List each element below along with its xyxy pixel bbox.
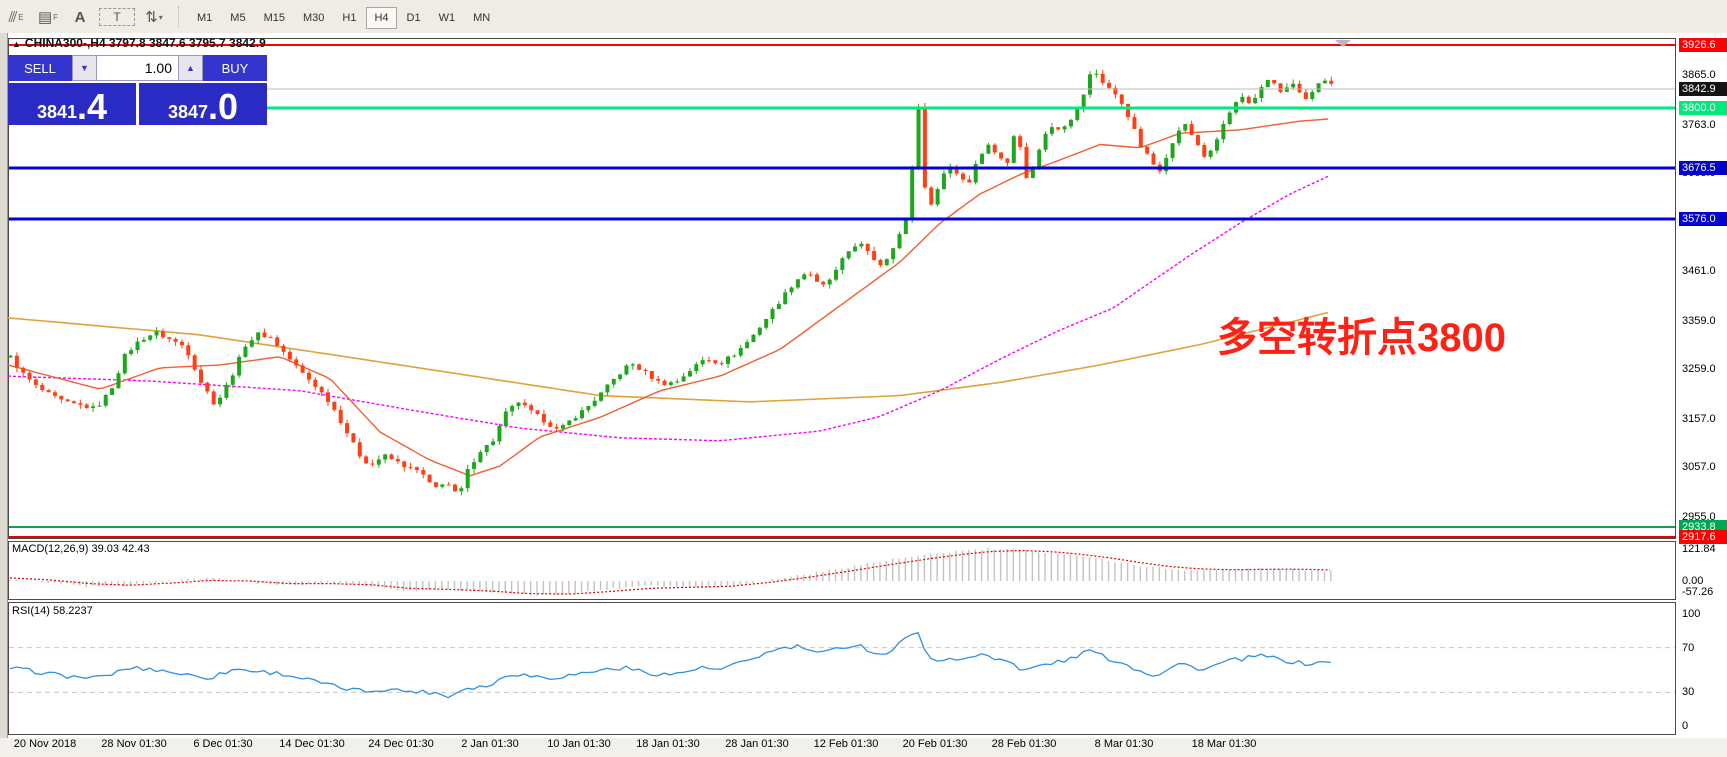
sell-button[interactable]: SELL — [8, 55, 72, 81]
window-left-border — [0, 33, 8, 757]
rsi-canvas — [9, 631, 1675, 699]
price-tick: 3157.0 — [1682, 412, 1716, 425]
date-tick-label: 24 Dec 01:30 — [368, 738, 434, 750]
price-badge: 3926.6 — [1679, 38, 1727, 52]
macd-histogram — [9, 548, 1332, 596]
one-click-trade-panel: SELL ▼ 1.00 ▲ BUY 3841. 4 3847. 0 — [8, 55, 267, 125]
price-tick: 3865.0 — [1682, 69, 1716, 81]
rsi-line — [9, 631, 1331, 699]
grid-icon[interactable]: ▤ F — [37, 8, 59, 26]
date-tick-label: 28 Jan 01:30 — [725, 738, 789, 750]
rsi-axis-label: 100 — [1682, 608, 1701, 620]
price-level-lines — [9, 44, 1675, 538]
timeframe-button-w1[interactable]: W1 — [438, 11, 456, 24]
price-badge: 3576.0 — [1679, 212, 1727, 226]
price-badge: 2917.6 — [1679, 530, 1727, 544]
rsi-axis-label: 0 — [1682, 720, 1689, 732]
macd-axis-label: 121.84 — [1682, 543, 1716, 555]
date-tick-label: 20 Nov 2018 — [13, 738, 77, 750]
date-tick-label: 18 Jan 01:30 — [636, 738, 700, 750]
price-tick: 3763.0 — [1682, 118, 1716, 131]
toolbar-separator — [178, 5, 180, 28]
rsi-label: RSI(14) 58.2237 — [12, 605, 93, 617]
price-badge: 3676.5 — [1679, 161, 1727, 175]
timeframe-button-m5[interactable]: M5 — [230, 11, 246, 24]
timeframe-button-h1[interactable]: H1 — [342, 11, 357, 24]
volume-decrease-button[interactable]: ▼ — [72, 55, 97, 81]
price-tick: 3461.0 — [1682, 265, 1716, 278]
date-tick-label: 18 Mar 01:30 — [1191, 738, 1257, 750]
price-tick: 3359.0 — [1682, 314, 1716, 327]
rsi-panel — [8, 602, 1676, 735]
date-tick-label: 6 Dec 01:30 — [193, 738, 253, 750]
rsi-axis-label: 30 — [1682, 686, 1695, 699]
date-tick-label: 28 Nov 01:30 — [101, 738, 167, 750]
volume-input[interactable]: 1.00 — [97, 55, 178, 81]
sell-price-display[interactable]: 3841. 4 — [8, 83, 136, 125]
cursor-mode-icon[interactable]: ⇅ ▾ — [145, 8, 163, 26]
timeframe-button-m30[interactable]: M30 — [302, 11, 325, 24]
date-tick-label: 10 Jan 01:30 — [547, 738, 611, 750]
timeframe-group: M1 M5 M15 M30 H1 H4 D1 W1 MN — [188, 6, 499, 29]
macd-label: MACD(12,26,9) 39.03 42.43 — [12, 543, 150, 555]
chart-shift-marker-icon — [1335, 40, 1351, 47]
date-tick-label: 20 Feb 01:30 — [902, 738, 968, 750]
timeframe-button-mn[interactable]: MN — [473, 11, 491, 24]
buy-price-display[interactable]: 3847. 0 — [139, 83, 267, 125]
date-tick-label: 28 Feb 01:30 — [991, 738, 1057, 750]
timeframe-button-h4[interactable]: H4 — [366, 6, 397, 29]
trade-panel-divider — [136, 83, 139, 125]
text-label-icon[interactable]: A — [74, 8, 86, 26]
chart-window: ▲ CHINA300-,H4 3797.8 3847.6 3795.7 3842.… — [0, 33, 1727, 757]
macd-axis-label: 0.00 — [1682, 575, 1704, 587]
symbol-marker-icon: ▲ — [12, 39, 21, 49]
timeframe-button-m1[interactable]: M1 — [197, 11, 213, 24]
buy-button[interactable]: BUY — [203, 55, 267, 81]
timeframe-button-d1[interactable]: D1 — [406, 11, 421, 24]
price-badge: 3800.0 — [1679, 101, 1727, 115]
ma-fast-line — [8, 118, 1329, 477]
chart-annotation-text[interactable]: 多空转折点3800 — [1217, 316, 1506, 360]
price-badge: 3842.9 — [1679, 82, 1727, 96]
volume-increase-button[interactable]: ▲ — [178, 55, 203, 81]
price-tick: 3259.0 — [1682, 363, 1716, 376]
ma-mid-line — [8, 175, 1329, 442]
toolbar: ⫻ E ▤ F A T ⇅ ▾ M1 M5 M15 M30 H1 H4 D1 W1 MN — [0, 0, 1727, 34]
date-tick-label: 8 Mar 01:30 — [1094, 738, 1154, 750]
chart-title: ▲ CHINA300-,H4 3797.8 3847.6 3795.7 3842.… — [12, 36, 266, 50]
rsi-axis-label: 70 — [1682, 641, 1695, 654]
price-chart-canvas — [8, 40, 1675, 538]
macd-signal-line — [9, 549, 1331, 595]
text-box-icon[interactable]: T — [99, 7, 135, 26]
indicators-icon[interactable]: ⫻ E — [8, 8, 24, 26]
price-tick: 3057.0 — [1682, 461, 1716, 474]
date-tick-label: 2 Jan 01:30 — [461, 738, 519, 750]
date-tick-label: 12 Feb 01:30 — [813, 738, 879, 750]
macd-axis-label: -57.26 — [1682, 586, 1714, 598]
candles — [8, 69, 1334, 496]
date-tick-label: 14 Dec 01:30 — [279, 738, 345, 750]
macd-canvas — [9, 548, 1332, 596]
time-axis[interactable]: 20 Nov 2018 28 Nov 01:30 6 Dec 01:30 14 Dec… — [0, 738, 1727, 757]
price-panel — [8, 38, 1676, 539]
ma-slow-line — [8, 311, 1329, 403]
timeframe-button-m15[interactable]: M15 — [263, 11, 285, 24]
